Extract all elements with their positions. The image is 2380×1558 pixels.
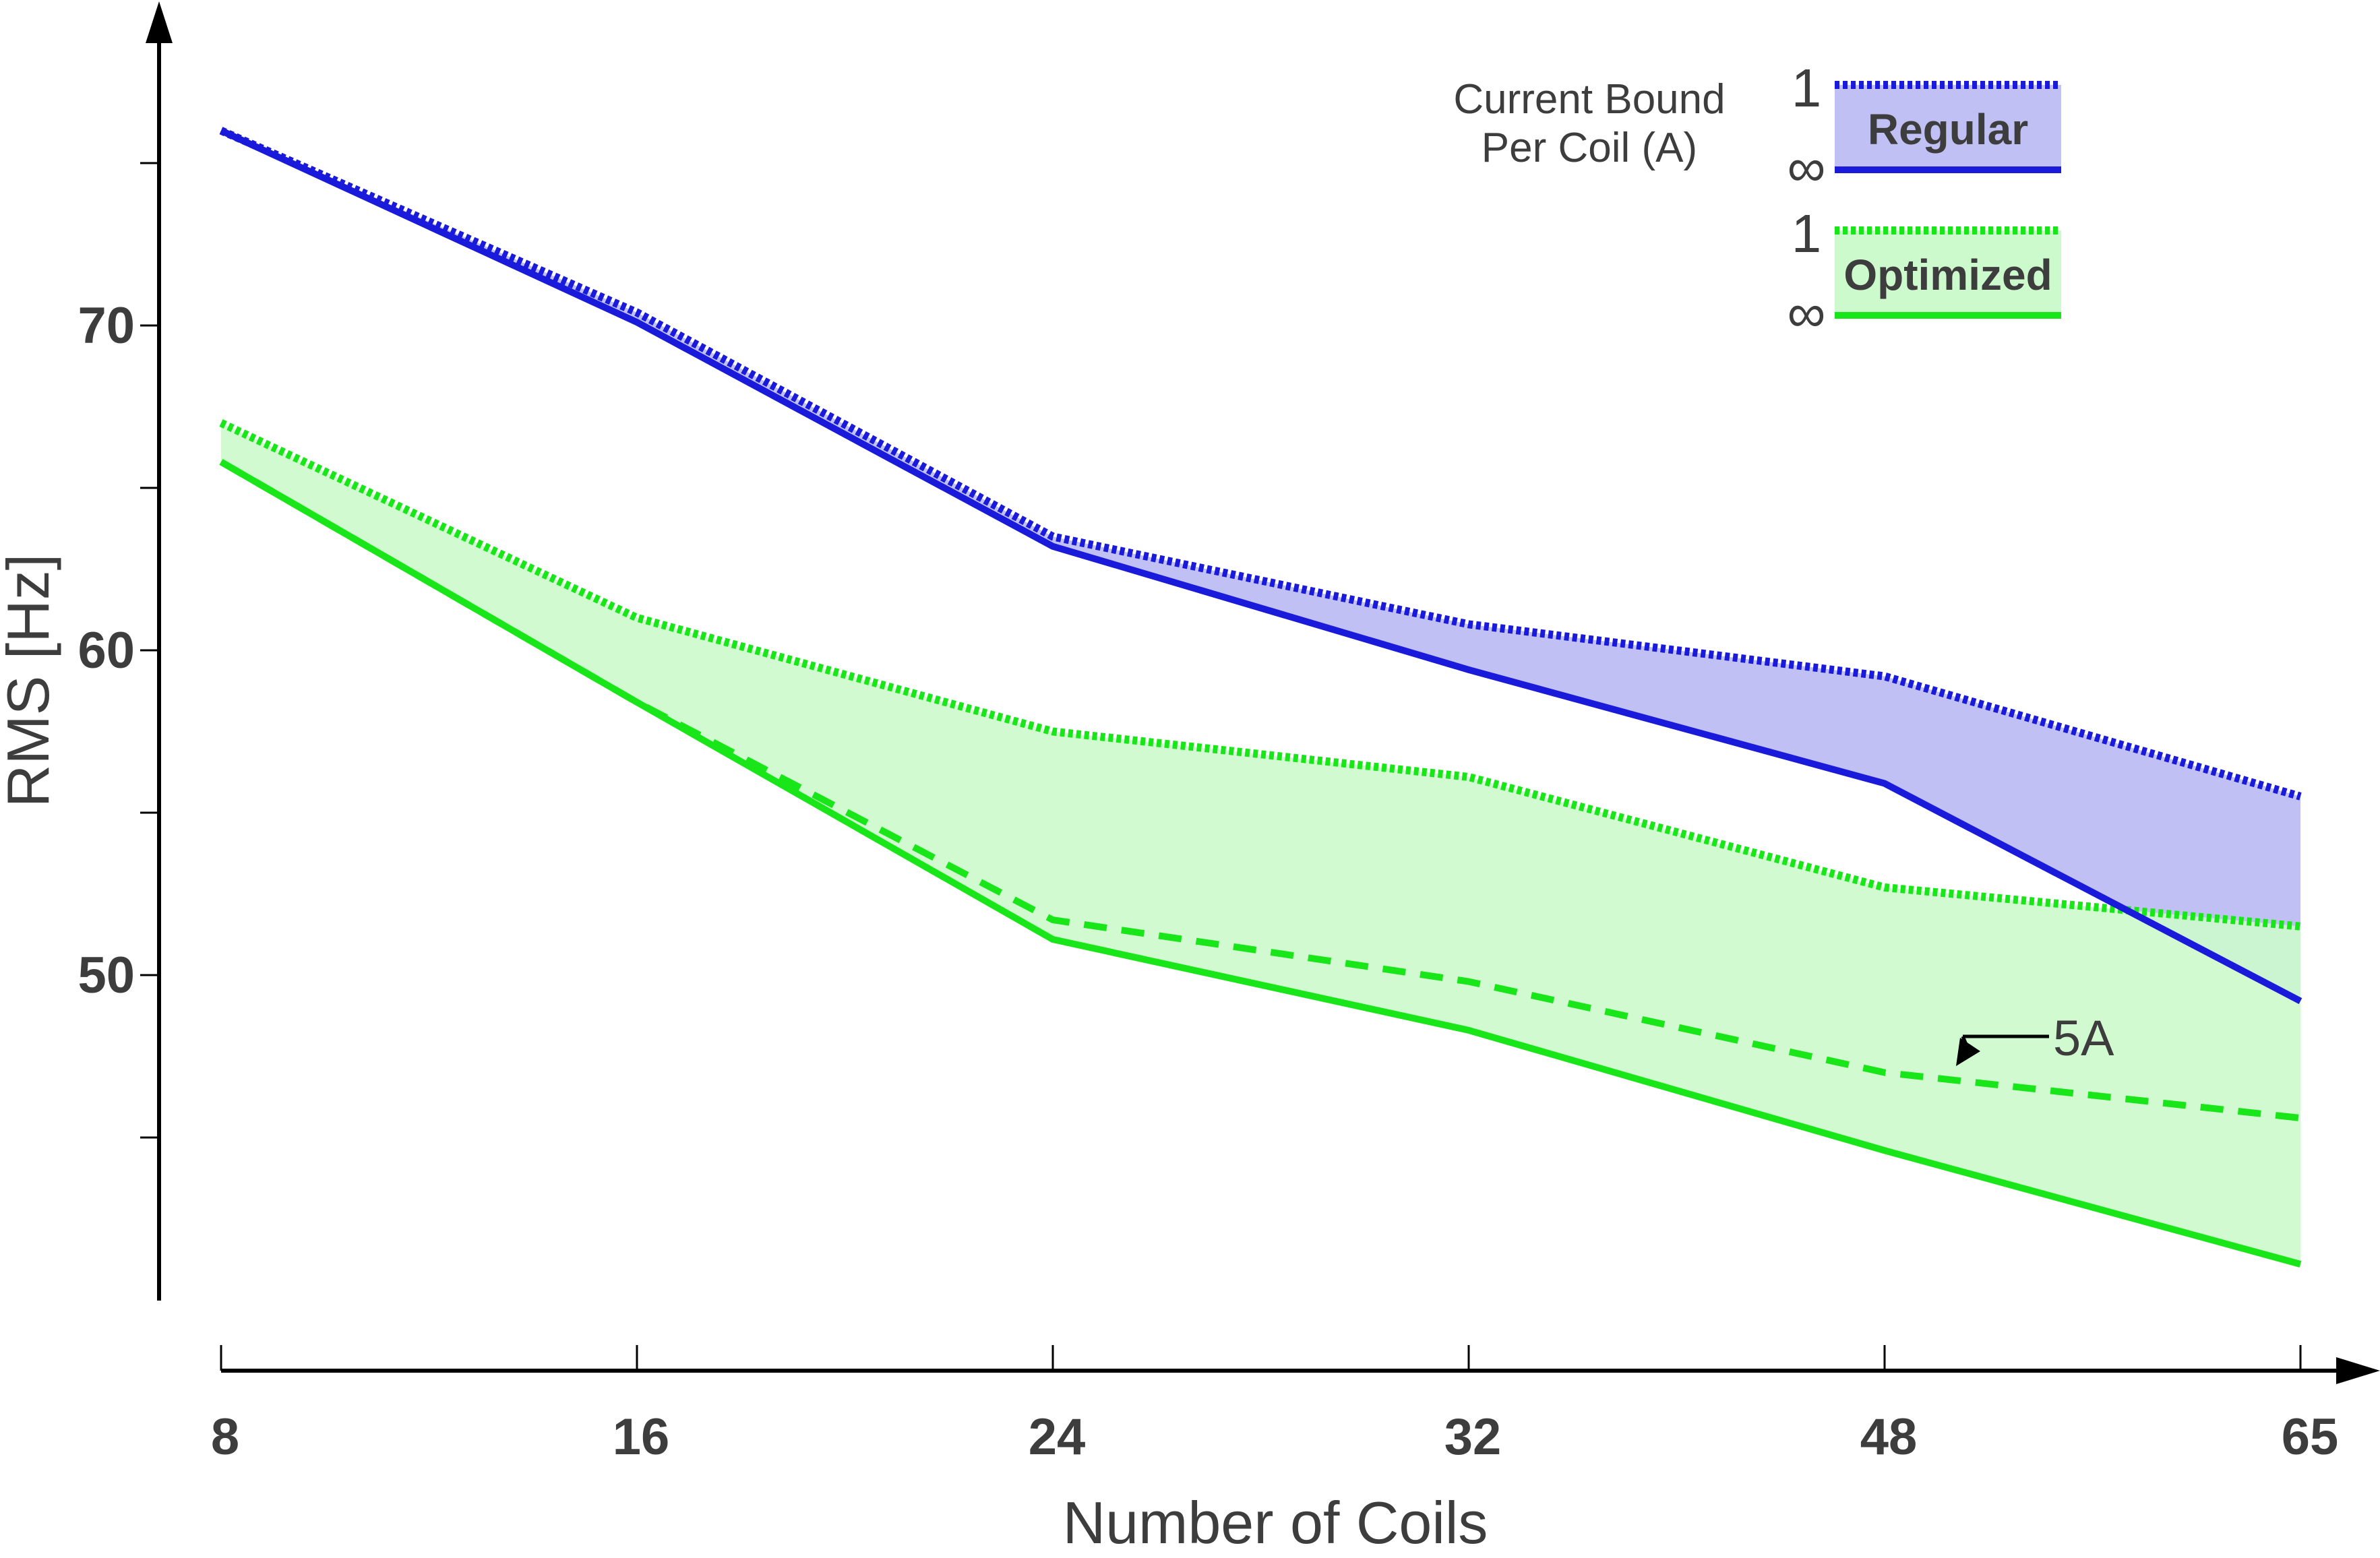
series-layer <box>219 127 2302 1268</box>
legend: Current Bound Per Coil (A) Regular 1 ∞ O… <box>1453 58 2061 343</box>
bands-layer <box>221 130 2300 1264</box>
annotation-arrowhead <box>1956 1038 1980 1066</box>
legend-optimized-bottom-label: ∞ <box>1787 283 1825 343</box>
series-line-regular-bound <box>219 127 2302 1005</box>
x-tick-label-32: 32 <box>1444 1408 1502 1466</box>
x-tick-label-65: 65 <box>2282 1408 2339 1466</box>
legend-regular-bottom-label: ∞ <box>1787 137 1825 197</box>
y-ticks: 50 60 70 <box>78 162 159 1139</box>
legend-optimized-swatch <box>1835 230 2061 315</box>
x-tick-label-16: 16 <box>613 1408 670 1466</box>
legend-optimized-top-label: 1 <box>1792 204 1822 263</box>
y-tick-label-60: 60 <box>78 622 135 679</box>
series-line-optimized-bound-5-a <box>219 459 2301 1122</box>
x-tick-label-48: 48 <box>1860 1408 1918 1466</box>
y-tick-label-50: 50 <box>78 947 135 1004</box>
legend-regular-swatch <box>1835 85 2061 170</box>
axes <box>146 1 2380 1384</box>
y-axis-title: RMS [Hz] <box>0 554 61 807</box>
band-optimized <box>221 423 2300 1264</box>
annotation-arrow-shaft <box>1961 1036 1969 1047</box>
annotation-label: 5A <box>2053 1010 2114 1066</box>
x-axis-title: Number of Coils <box>1063 1489 1488 1555</box>
legend-regular-label: Regular <box>1868 105 2028 154</box>
x-tick-label-8: 8 <box>211 1408 239 1466</box>
x-axis-arrow <box>2336 1357 2380 1384</box>
legend-title-line1: Current Bound <box>1453 76 1725 123</box>
annotation-5a: 5A <box>1956 1010 2114 1066</box>
legend-optimized-label: Optimized <box>1843 251 2052 299</box>
series-line-optimized-bound-1-a <box>219 419 2301 931</box>
y-tick-label-70: 70 <box>78 297 135 354</box>
legend-title-line2: Per Coil (A) <box>1482 125 1697 171</box>
y-axis-arrow <box>146 1 173 43</box>
x-tick-label-24: 24 <box>1029 1408 1086 1466</box>
legend-regular-top-label: 1 <box>1792 58 1822 118</box>
x-ticks: 8 16 24 32 48 65 <box>211 1345 2338 1466</box>
